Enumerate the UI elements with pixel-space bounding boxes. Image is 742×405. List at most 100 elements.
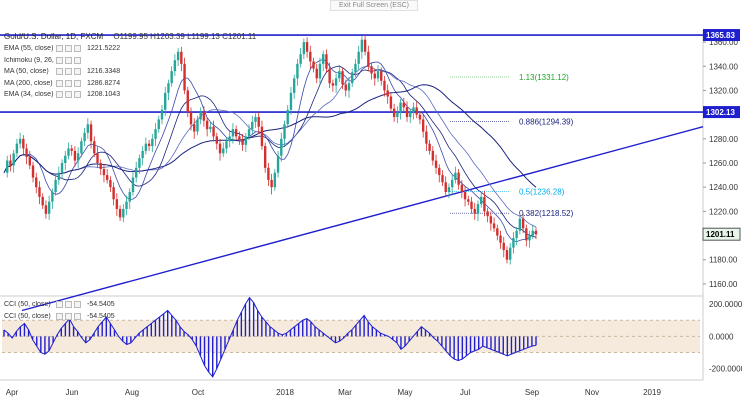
indicator-row[interactable]: CCI (50, close) -54.5405 bbox=[4, 301, 115, 309]
price-label: 1365.83 bbox=[706, 31, 735, 40]
indicator-row[interactable]: MA (200, close) 1286.8274 bbox=[4, 79, 121, 87]
candle-body bbox=[89, 124, 93, 142]
candle-body bbox=[312, 61, 315, 69]
candle-body bbox=[318, 63, 322, 79]
candle-body bbox=[418, 114, 422, 120]
candle-body bbox=[180, 51, 183, 64]
price-label-box bbox=[703, 106, 740, 119]
candle-body bbox=[18, 138, 22, 144]
close-icon[interactable] bbox=[74, 68, 81, 76]
candle-body bbox=[476, 204, 480, 214]
candle-body bbox=[183, 63, 186, 91]
eye-icon[interactable] bbox=[56, 45, 63, 53]
candle-body bbox=[412, 107, 415, 113]
candle-body bbox=[528, 235, 531, 241]
eye-icon[interactable] bbox=[56, 68, 63, 76]
candle-body bbox=[428, 143, 431, 151]
candle-body bbox=[273, 172, 277, 188]
candle-body bbox=[96, 153, 99, 163]
indicator-row[interactable]: EMA (34, close) 1208.1043 bbox=[4, 91, 121, 99]
candle-body bbox=[38, 187, 41, 197]
settings-icon[interactable] bbox=[65, 79, 72, 87]
settings-icon[interactable] bbox=[65, 301, 72, 309]
candle-body bbox=[141, 150, 144, 159]
cci-tick-label: 200.0000 bbox=[709, 300, 742, 309]
candle-body bbox=[399, 102, 402, 113]
candle-body bbox=[376, 71, 380, 79]
x-tick-label: May bbox=[397, 388, 412, 397]
settings-icon[interactable] bbox=[65, 45, 72, 53]
indicator-row[interactable]: MA (50, close) 1216.3348 bbox=[4, 68, 121, 76]
candle-body bbox=[473, 208, 476, 214]
candle-body bbox=[521, 218, 525, 229]
candle-body bbox=[41, 196, 44, 206]
settings-icon[interactable] bbox=[65, 56, 72, 64]
candle-body bbox=[438, 167, 441, 176]
eye-icon[interactable] bbox=[56, 79, 63, 87]
eye-icon[interactable] bbox=[56, 301, 63, 309]
candle-body bbox=[344, 84, 347, 91]
candle-body bbox=[396, 112, 399, 118]
y-tick-label: 1240.00 bbox=[709, 183, 738, 192]
close-icon[interactable] bbox=[74, 45, 81, 53]
trendline bbox=[21, 126, 704, 312]
settings-icon[interactable] bbox=[65, 312, 72, 320]
candle-body bbox=[234, 129, 238, 137]
candle-body bbox=[231, 129, 235, 137]
eye-icon[interactable] bbox=[56, 56, 63, 64]
candle-body bbox=[325, 54, 328, 69]
y-tick-label: 1160.00 bbox=[709, 280, 738, 289]
close-icon[interactable] bbox=[74, 312, 81, 320]
candle-body bbox=[170, 71, 173, 84]
eye-icon[interactable] bbox=[56, 312, 63, 320]
x-tick-label: Aug bbox=[125, 388, 139, 397]
candle-body bbox=[173, 60, 177, 72]
candle-body bbox=[35, 177, 38, 188]
candle-body bbox=[502, 242, 505, 251]
candle-body bbox=[322, 54, 325, 64]
candle-body bbox=[118, 208, 122, 218]
eye-icon[interactable] bbox=[56, 91, 63, 99]
candle-body bbox=[392, 108, 396, 118]
candle-body bbox=[383, 80, 386, 91]
candle-body bbox=[12, 153, 15, 166]
price-label-box bbox=[703, 29, 740, 42]
fib-label: 1.13(1331.12) bbox=[519, 73, 569, 82]
indicator-row[interactable]: CCI (50, close) -54.5405 bbox=[4, 312, 115, 320]
exit-full-screen-button[interactable]: Exit Full Screen (ESC) bbox=[330, 0, 419, 11]
candle-body bbox=[305, 42, 309, 52]
close-icon[interactable] bbox=[74, 301, 81, 309]
candle-body bbox=[144, 143, 148, 151]
candle-body bbox=[193, 124, 196, 132]
x-tick-label: Apr bbox=[6, 388, 19, 397]
close-icon[interactable] bbox=[74, 56, 81, 64]
candle-body bbox=[328, 68, 331, 84]
candle-body bbox=[9, 160, 12, 166]
cci-tick-label: -200.0000 bbox=[709, 365, 742, 374]
candle-body bbox=[76, 153, 80, 161]
settings-icon[interactable] bbox=[65, 91, 72, 99]
indicator-row[interactable]: EMA (55, close) 1221.5222 bbox=[4, 45, 121, 53]
y-tick-label: 1220.00 bbox=[709, 207, 738, 216]
close-value: C1201.11 bbox=[222, 32, 257, 41]
candle-body bbox=[363, 39, 367, 52]
candle-body bbox=[209, 126, 212, 130]
candle-body bbox=[492, 223, 496, 229]
candle-body bbox=[57, 172, 61, 180]
close-icon[interactable] bbox=[74, 79, 81, 87]
close-icon[interactable] bbox=[74, 91, 81, 99]
candle-body bbox=[531, 230, 534, 236]
candle-body bbox=[421, 119, 425, 132]
candle-body bbox=[115, 199, 119, 209]
candle-body bbox=[434, 160, 438, 168]
chart-header: Gold/U.S. Dollar, 1D, FXCM O1199.95 H120… bbox=[4, 32, 256, 41]
candle-body bbox=[202, 112, 206, 121]
candle-body bbox=[131, 177, 135, 193]
indicator-row[interactable]: Ichimoku (9, 26, 52, 26) bbox=[4, 55, 120, 67]
candle-body bbox=[296, 63, 299, 79]
settings-icon[interactable] bbox=[65, 68, 72, 76]
candle-body bbox=[351, 72, 354, 84]
low-value: L1199.13 bbox=[187, 32, 220, 41]
candle-body bbox=[125, 201, 128, 209]
